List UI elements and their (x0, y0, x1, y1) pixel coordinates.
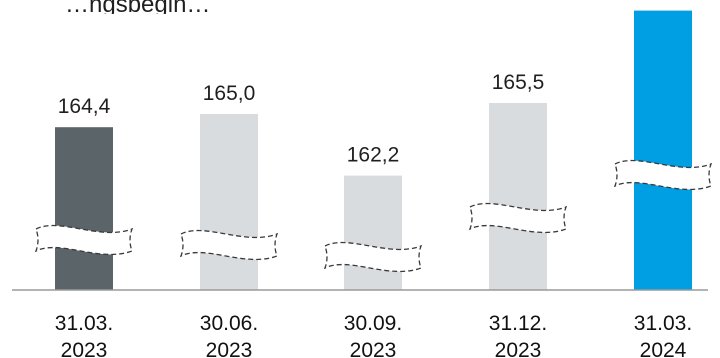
axis-break-2 (179, 229, 279, 261)
chart-title: …ngsbegin… (65, 0, 210, 18)
bar-1 (55, 127, 113, 290)
axis-break-3 (323, 241, 423, 273)
value-label-3: 162,2 (347, 144, 400, 167)
bar-5 (634, 10, 692, 290)
value-label-4: 165,5 (492, 71, 545, 94)
value-label-2: 165,0 (203, 82, 256, 105)
category-label-5-line-1: 31.03. (634, 312, 692, 335)
bar-2 (200, 114, 258, 290)
category-label-3-line-1: 30.09. (344, 312, 402, 335)
category-labels: 31.03. 2023 30.06. 2023 30.09. 2023 31.12. 2023… (55, 312, 692, 358)
bar-3 (344, 175, 402, 290)
value-label-5: 169,7 (637, 0, 690, 2)
axis-break-4 (468, 202, 568, 234)
category-label-2-line-1: 30.06. (200, 312, 258, 335)
axis-break-1 (34, 224, 134, 256)
category-label-4-line-2: 2023 (495, 339, 542, 358)
category-label-1-line-2: 2023 (61, 339, 108, 358)
axis-break-5 (613, 159, 713, 191)
category-label-5-line-2: 2024 (640, 339, 687, 358)
bar-4 (489, 103, 547, 290)
bars-group: 164,4 165,0 162,2 165,5 169,7 (34, 0, 713, 290)
category-label-3-line-2: 2023 (350, 339, 397, 358)
category-label-4-line-1: 31.12. (489, 312, 547, 335)
value-label-1: 164,4 (58, 95, 111, 118)
category-label-1-line-1: 31.03. (55, 312, 113, 335)
category-label-2-line-2: 2023 (206, 339, 253, 358)
